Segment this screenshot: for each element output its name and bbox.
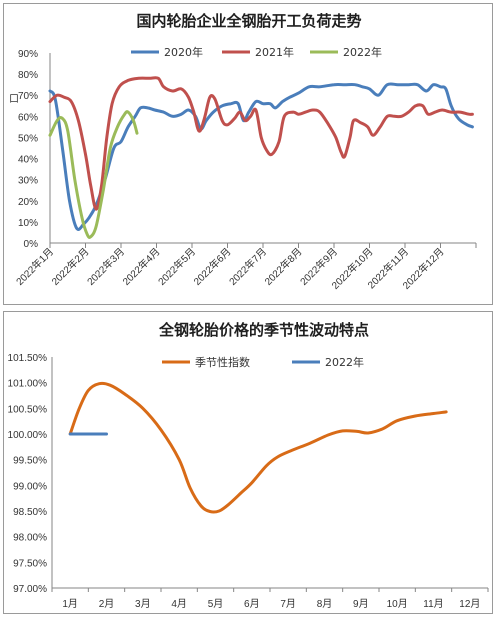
chart-panel-top: 国内轮胎企业全钢胎开工负荷走势 2020年 2021年 2022年 0% 10% 20% 30… bbox=[3, 3, 493, 305]
y-tick-label: 101.50% bbox=[8, 353, 48, 364]
chart-title: 全钢轮胎价格的季节性波动特点 bbox=[158, 321, 369, 339]
legend-label: 2020年 bbox=[164, 45, 203, 59]
x-tick-label: 2022年1月 bbox=[13, 245, 56, 288]
x-tick-label: 1月 bbox=[62, 598, 78, 610]
legend-label: 季节性指数 bbox=[195, 355, 250, 369]
y-tick-label: 80% bbox=[18, 70, 38, 81]
x-tick-label: 11月 bbox=[423, 598, 443, 610]
y-tick-label: 90% bbox=[18, 49, 38, 60]
legend-label: 2022年 bbox=[325, 355, 364, 369]
x-tick-label: 12月 bbox=[459, 598, 480, 610]
y-tick-label: 100.50% bbox=[8, 404, 48, 415]
x-tick-label: 2022年5月 bbox=[155, 245, 198, 288]
x-tick-label: 2022年3月 bbox=[84, 245, 127, 288]
x-tick-label: 8月 bbox=[317, 598, 333, 610]
y-tick-label: 60% bbox=[18, 112, 38, 123]
series-line bbox=[48, 82, 474, 231]
x-tick-label: 2022年4月 bbox=[120, 245, 163, 288]
legend-label: 2022年 bbox=[343, 45, 382, 59]
y-tick-label: 101.00% bbox=[8, 379, 48, 390]
x-tick-label: 2022年6月 bbox=[191, 245, 234, 288]
x-tick-label: 10月 bbox=[387, 598, 408, 610]
x-tick-label: 2022年7月 bbox=[226, 245, 269, 288]
x-tick-label: 5月 bbox=[208, 598, 224, 610]
chart-panel-bottom: 全钢轮胎价格的季节性波动特点季节性指数 2022年 97.00% 97.50% 98.0… bbox=[3, 311, 493, 614]
legend-label: 2021年 bbox=[255, 45, 294, 59]
x-tick-label: 6月 bbox=[244, 598, 260, 610]
x-tick-label: 2022年8月 bbox=[262, 245, 305, 288]
y-axis-stray-text: 口 bbox=[9, 94, 19, 105]
y-tick-label: 20% bbox=[18, 197, 38, 208]
x-tick-label: 7月 bbox=[280, 598, 296, 610]
y-tick-label: 40% bbox=[18, 155, 38, 166]
x-tick-label: 4月 bbox=[171, 598, 187, 610]
y-tick-label: 99.50% bbox=[13, 456, 47, 467]
y-tick-label: 70% bbox=[18, 91, 38, 102]
y-tick-label: 97.00% bbox=[13, 584, 47, 595]
chart-title: 国内轮胎企业全钢胎开工负荷走势 bbox=[136, 12, 361, 30]
y-tick-label: 99.00% bbox=[13, 481, 47, 492]
series-line bbox=[48, 76, 474, 211]
y-tick-label: 0% bbox=[24, 239, 39, 250]
series-line bbox=[68, 381, 448, 514]
x-tick-label: 9月 bbox=[353, 598, 369, 610]
utilization-chart: 国内轮胎企业全钢胎开工负荷走势 2020年 2021年 2022年 0% 10% 20% 30… bbox=[9, 12, 477, 292]
y-tick-label: 97.50% bbox=[13, 558, 47, 569]
y-tick-label: 100.00% bbox=[8, 430, 48, 441]
series-line bbox=[48, 110, 139, 239]
x-tick-label: 2月 bbox=[99, 598, 115, 610]
y-tick-label: 98.50% bbox=[13, 507, 47, 518]
x-tick-label: 2022年2月 bbox=[49, 245, 92, 288]
x-tick-label: 3月 bbox=[135, 598, 151, 610]
y-tick-label: 10% bbox=[18, 218, 38, 229]
y-tick-label: 50% bbox=[18, 133, 38, 144]
y-tick-label: 98.00% bbox=[13, 533, 47, 544]
y-tick-label: 30% bbox=[18, 176, 38, 187]
